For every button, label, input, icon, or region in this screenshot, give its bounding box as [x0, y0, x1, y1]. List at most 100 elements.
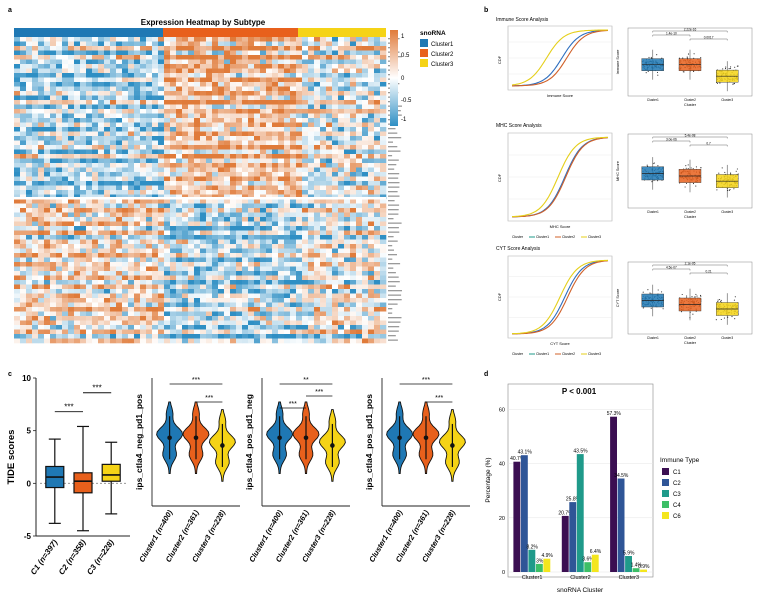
heatmap-cell [212, 163, 219, 168]
heatmap-cell [272, 338, 279, 344]
boxplot-point [650, 307, 652, 309]
heatmap-cell [98, 275, 105, 281]
heatmap-cell [218, 118, 225, 123]
heatmap-cell [188, 140, 195, 146]
heatmap-cell [38, 271, 45, 276]
heatmap-cell [266, 257, 273, 263]
heatmap-row-label-tick [388, 308, 393, 310]
heatmap-cell [188, 293, 195, 299]
heatmap-cell [38, 163, 45, 168]
heatmap-cell [140, 199, 147, 204]
heatmap-cell [176, 284, 183, 290]
heatmap-cell [188, 118, 195, 123]
heatmap-cell [170, 325, 177, 330]
heatmap-cell [146, 284, 153, 290]
heatmap-cell [164, 158, 171, 164]
heatmap-cell [146, 172, 153, 177]
heatmap-cell [26, 325, 33, 330]
heatmap-cell [218, 167, 225, 173]
heatmap-cell [224, 59, 231, 65]
heatmap-cell [236, 289, 243, 294]
heatmap-cell [146, 163, 153, 168]
heatmap-cell [356, 91, 363, 96]
heatmap-cell [158, 77, 165, 83]
heatmap-cell [224, 86, 231, 92]
heatmap-cell [158, 311, 165, 317]
heatmap-cell [380, 68, 387, 74]
heatmap-cell [38, 91, 45, 96]
heatmap-cell [140, 55, 147, 60]
heatmap-cell [242, 257, 249, 263]
heatmap-cell [152, 136, 159, 141]
heatmap-cell [140, 91, 147, 96]
heatmap-cell [236, 316, 243, 321]
heatmap-cell [44, 253, 51, 258]
heatmap-cell [194, 109, 201, 114]
heatmap-cell [350, 221, 357, 227]
heatmap-cell [14, 176, 21, 182]
heatmap-cell [92, 140, 99, 146]
heatmap-cell [302, 329, 309, 335]
heatmap-cell [128, 100, 135, 105]
heatmap-cell [176, 127, 183, 132]
heatmap-cell [332, 68, 339, 74]
heatmap-cell [260, 334, 267, 339]
heatmap-cell [20, 199, 27, 204]
boxplot-point [724, 68, 727, 70]
heatmap-cell [86, 217, 93, 222]
heatmap-cell [200, 68, 207, 74]
heatmap-cell [134, 194, 141, 200]
heatmap-cell [272, 208, 279, 213]
heatmap-cell [368, 257, 375, 263]
heatmap-cell [260, 167, 267, 173]
heatmap-cell [236, 199, 243, 204]
heatmap-cell [74, 64, 81, 69]
heatmap-cell [260, 91, 267, 96]
heatmap-cell [344, 154, 351, 159]
heatmap-cell [170, 77, 177, 83]
heatmap-legend-label-cluster1: Cluster1 [431, 42, 454, 48]
heatmap-cell [344, 131, 351, 137]
heatmap-cell [260, 145, 267, 150]
heatmap-cell [296, 280, 303, 285]
heatmap-cell [176, 100, 183, 105]
heatmap-cell [38, 122, 45, 128]
heatmap-cell [170, 158, 177, 164]
heatmap-cell [116, 199, 123, 204]
heatmap-cell [146, 86, 153, 92]
heatmap-cell [248, 293, 255, 299]
heatmap-cell [212, 185, 219, 191]
heatmap-cell [254, 280, 261, 285]
heatmap-cell [176, 158, 183, 164]
heatmap-cell [272, 185, 279, 191]
heatmap-cell [212, 221, 219, 227]
heatmap-cell [68, 289, 75, 294]
heatmap-cell [320, 91, 327, 96]
heatmap-cell [44, 329, 51, 335]
heatmap-cell [194, 68, 201, 74]
heatmap-cell [44, 136, 51, 141]
heatmap-cell [338, 158, 345, 164]
heatmap-cell [368, 221, 375, 227]
heatmap-cell [164, 248, 171, 254]
heatmap-cell [260, 271, 267, 276]
heatmap-cell [140, 221, 147, 227]
heatmap-cell [320, 50, 327, 56]
heatmap-cell [338, 248, 345, 254]
heatmap-cell [356, 41, 363, 47]
heatmap-cell [134, 235, 141, 240]
heatmap-title: Expression Heatmap by Subtype [141, 18, 266, 27]
heatmap-cell [296, 145, 303, 150]
heatmap-cell [134, 100, 141, 105]
heatmap-cell [284, 149, 291, 155]
heatmap-cell [188, 163, 195, 168]
heatmap-cell [68, 55, 75, 60]
heatmap-cell [338, 86, 345, 92]
heatmap-cell [62, 95, 69, 101]
heatmap-cell [278, 230, 285, 236]
heatmap-cell [164, 253, 171, 258]
heatmap-cell [140, 140, 147, 146]
heatmap-cell [302, 307, 309, 312]
heatmap-cell [104, 131, 111, 137]
heatmap-cell [206, 64, 213, 69]
